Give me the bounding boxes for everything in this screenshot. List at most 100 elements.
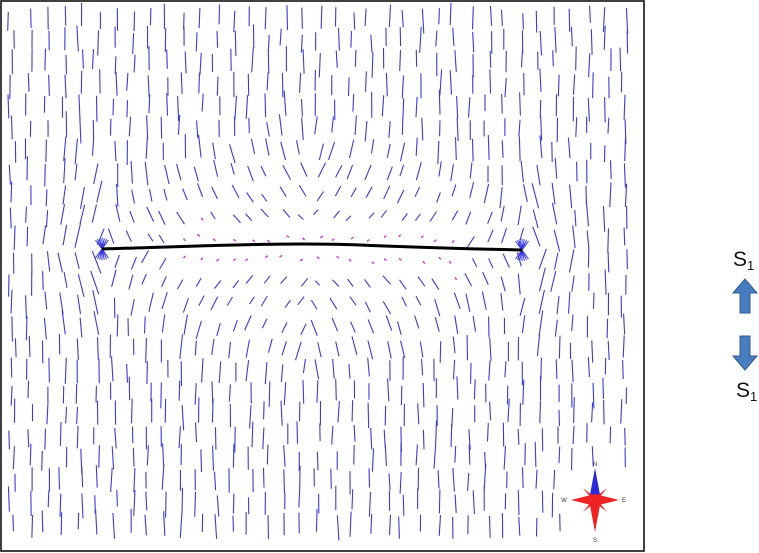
stress-tick — [367, 340, 374, 360]
stress-tick — [620, 399, 623, 424]
stress-tick — [415, 96, 418, 118]
stress-tick — [552, 50, 554, 67]
stress-tick — [352, 93, 355, 112]
stress-tick — [8, 164, 11, 185]
stress-tick — [354, 115, 357, 136]
stress-tick — [330, 468, 332, 489]
compass-north-point — [589, 468, 601, 500]
stress-tick — [59, 421, 62, 446]
stress-tick — [553, 469, 556, 490]
stress-tick — [449, 2, 452, 26]
stress-tick — [422, 382, 425, 408]
stress-tick — [522, 184, 528, 203]
stress-tick — [211, 186, 219, 200]
legend-label-bottom-subscript: 1 — [750, 389, 758, 404]
stress-tick — [388, 121, 391, 138]
stress-tick — [438, 161, 442, 177]
stress-tick — [438, 489, 441, 514]
stress-tick — [76, 406, 79, 424]
stress-tick — [42, 271, 44, 291]
stress-tick — [295, 140, 300, 155]
stress-tick — [334, 185, 342, 197]
compass-west-label: W — [561, 498, 567, 504]
stress-tick — [298, 490, 301, 508]
stress-tick — [331, 317, 339, 332]
stress-tick — [181, 405, 185, 431]
stress-tick — [429, 211, 438, 222]
compass-rose-icon: N S E W — [561, 462, 626, 544]
stress-tick — [401, 10, 404, 28]
stress-tick — [13, 225, 16, 251]
stress-tick — [90, 270, 100, 295]
stress-tick — [436, 192, 441, 203]
stress-tick — [568, 249, 575, 273]
stress-tick — [29, 443, 32, 466]
stress-tick — [110, 467, 113, 493]
stress-tick — [198, 72, 201, 94]
stress-tick — [438, 89, 441, 115]
stress-tick — [26, 226, 29, 247]
stress-tick — [317, 162, 326, 178]
stress-tick — [114, 254, 120, 268]
stress-tick — [350, 30, 353, 48]
stress-tick — [468, 444, 471, 465]
stress-tick — [234, 95, 238, 120]
stress-tick — [554, 158, 558, 179]
stress-tick — [335, 50, 338, 68]
stress-tick — [320, 5, 323, 29]
stress-tick — [396, 189, 405, 204]
stress-tick — [64, 357, 67, 384]
stress-tick — [607, 228, 610, 253]
stress-tick — [93, 311, 100, 335]
stress-tick — [261, 193, 268, 202]
stress-tick — [128, 116, 132, 137]
stress-tick — [93, 163, 99, 185]
stress-tick — [176, 279, 184, 290]
stress-tick — [182, 188, 188, 201]
stress-tick — [345, 215, 352, 222]
stress-tick — [450, 164, 454, 182]
stress-tick — [245, 95, 249, 119]
stress-tick — [47, 490, 50, 508]
stress-tick — [300, 278, 309, 287]
stress-tick — [79, 186, 85, 209]
stress-tick — [279, 186, 287, 197]
stress-tick — [489, 401, 492, 421]
stress-tick — [623, 227, 626, 246]
stress-tick — [385, 72, 388, 97]
stress-tick — [351, 489, 354, 510]
stress-tick — [454, 315, 459, 335]
stress-tick — [268, 381, 271, 407]
stress-tick — [28, 335, 31, 358]
stress-tick — [622, 335, 625, 358]
stress-tick — [228, 384, 231, 402]
stress-tick — [371, 448, 375, 472]
stress-tick — [158, 234, 165, 244]
stress-tick — [602, 377, 605, 399]
stress-tick — [626, 31, 629, 54]
stress-tick — [532, 226, 541, 247]
stress-tick — [302, 49, 305, 74]
stress-tick — [574, 209, 577, 227]
legend-label-bottom: S1 — [736, 380, 757, 403]
stress-tick — [161, 464, 165, 490]
stress-tick — [517, 428, 520, 445]
stress-tick — [421, 358, 424, 376]
stress-tick — [63, 158, 66, 184]
stress-tick — [74, 252, 80, 269]
stress-tick — [488, 360, 491, 381]
stress-tick — [454, 276, 458, 281]
stress-tick — [262, 427, 265, 450]
stress-tick — [126, 72, 129, 91]
compass-west-point — [571, 494, 595, 506]
stress-tick — [195, 32, 198, 52]
stress-tick — [396, 321, 402, 335]
stress-tick — [128, 274, 134, 290]
stress-tick — [166, 49, 168, 69]
stress-tick — [260, 208, 269, 218]
stress-tick — [131, 189, 136, 204]
stress-tick — [604, 269, 607, 295]
stress-tick — [74, 163, 78, 181]
stress-tick — [602, 7, 606, 33]
stress-tick — [417, 403, 420, 425]
